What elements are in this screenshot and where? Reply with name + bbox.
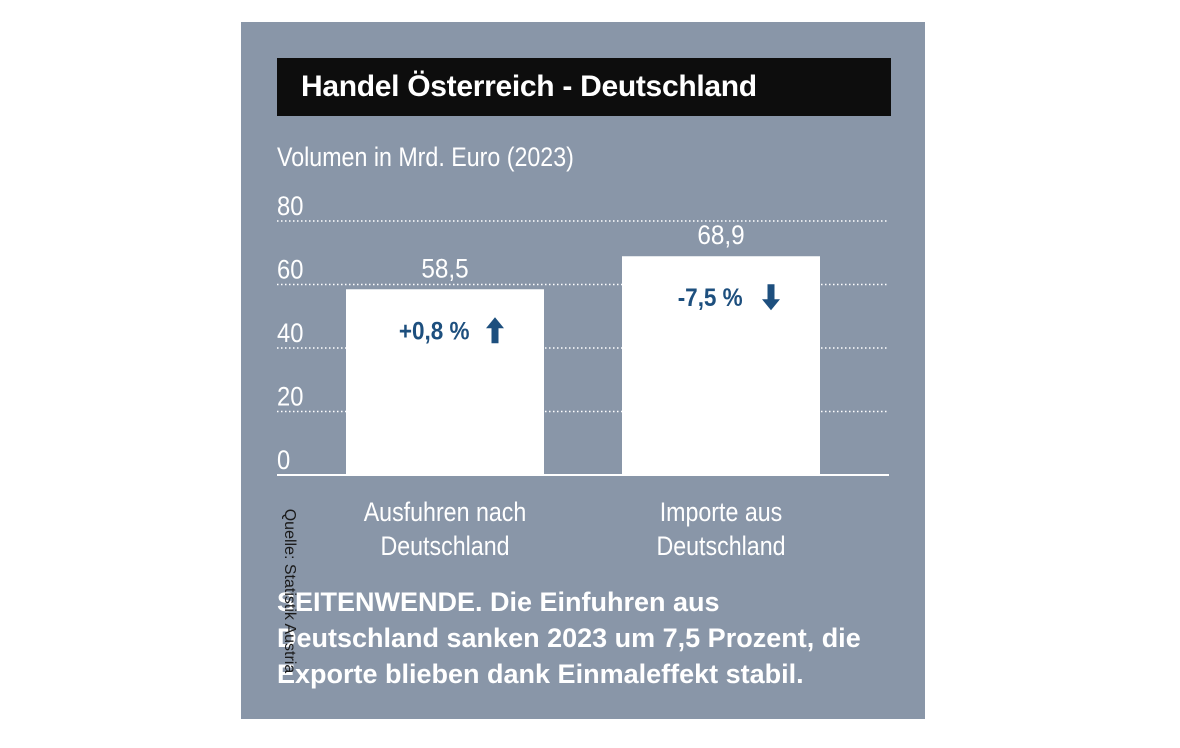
source-credit: Quelle: Statistik Austria: [281, 508, 298, 674]
change-label: -7,5 %: [678, 284, 743, 312]
caption-text: SEITENWENDE. Die Einfuhren aus Deutschla…: [277, 587, 861, 689]
arrow-up-icon: [486, 317, 504, 344]
bar-chart: 80 60 40 20 0 58,5 +0,8 % Ausfuhren nach Deutsch…: [277, 192, 889, 561]
y-tick-label: 60: [277, 255, 303, 285]
change-label: +0,8 %: [399, 317, 470, 345]
x-category-label: Deutschland: [380, 531, 509, 561]
bar: [346, 289, 544, 475]
bar: [622, 256, 820, 475]
chart-panel: Handel Österreich - Deutschland Volumen …: [241, 22, 925, 719]
x-category-label: Deutschland: [656, 531, 785, 561]
arrow-down-icon: [762, 284, 780, 311]
x-category-label: Importe aus: [660, 497, 783, 527]
chart-title: Handel Österreich - Deutschland: [277, 58, 891, 116]
bar-value-label: 68,9: [697, 221, 744, 250]
x-category-label: Ausfuhren nach: [364, 497, 527, 527]
bar-value-label: 58,5: [421, 254, 468, 283]
y-tick-label: 40: [277, 319, 303, 349]
y-tick-label: 0: [277, 446, 290, 476]
y-axis-label: Volumen in Mrd. Euro (2023): [277, 142, 574, 172]
y-tick-label: 80: [277, 192, 303, 222]
y-tick-label: 20: [277, 382, 303, 412]
